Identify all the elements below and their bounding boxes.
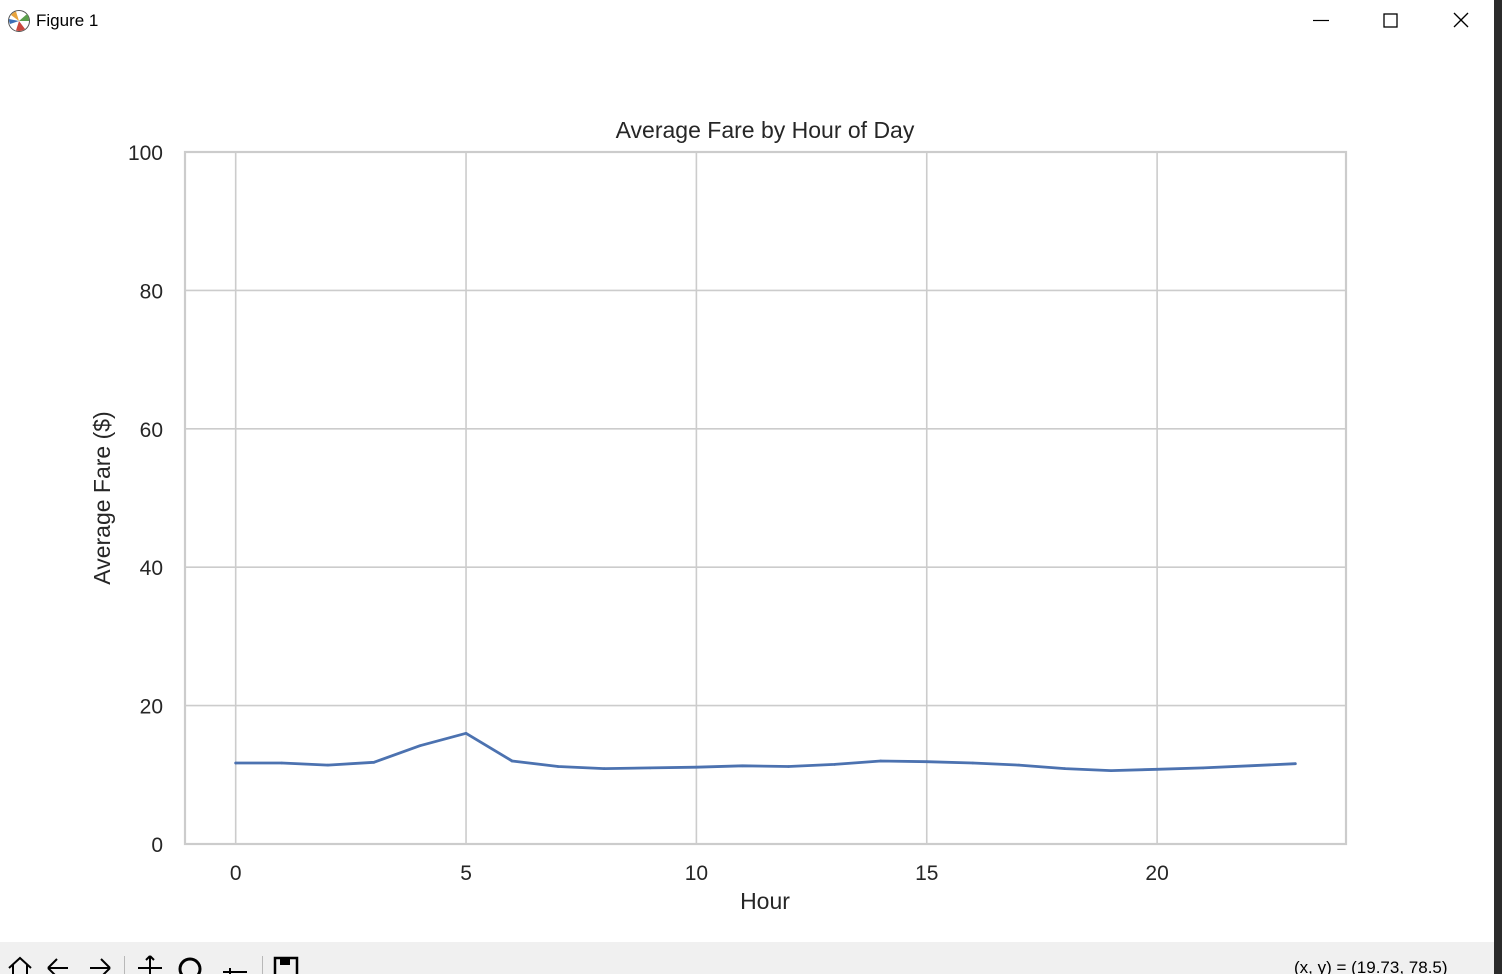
matplotlib-icon [7,9,31,33]
y-tick-label: 60 [140,419,163,442]
data-point [695,765,698,769]
y-tick-label: 40 [140,557,163,580]
close-icon [1453,12,1469,28]
data-point [971,761,975,765]
minimize-button[interactable] [1286,0,1356,42]
series-lines [234,731,1297,772]
x-tick-label: 15 [915,862,938,885]
data-point [464,731,468,735]
y-tick-label: 80 [140,280,163,303]
axes-spines [183,150,1348,846]
data-point [326,763,330,767]
toolbar-separator [124,956,125,974]
data-point [280,761,284,765]
figure-canvas[interactable]: 0 20 40 60 80 100 0 5 10 15 20 Average Fare by Hou… [0,42,1494,942]
back-button[interactable] [44,954,72,974]
window-title: Figure 1 [36,11,99,30]
series-line [234,731,1297,772]
navigation-toolbar: (x, y) = (19.73, 78.5) [0,942,1494,974]
x-tick-label: 20 [1145,862,1168,885]
home-icon [8,956,32,974]
subplots-icon [223,968,247,974]
y-axis-label: Average Fare ($) [89,411,115,584]
x-tick-label: 5 [460,862,472,885]
data-point [1109,769,1113,772]
data-point [833,763,836,766]
y-tick-label: 0 [151,834,163,857]
y-tick-label: 100 [128,142,163,165]
chart-title: Average Fare by Hour of Day [616,117,915,143]
data-point [741,764,744,768]
data-point [879,759,882,763]
close-button[interactable] [1425,0,1495,42]
data-point [556,765,560,768]
data-point [1155,767,1159,771]
maximize-button[interactable] [1355,0,1425,42]
forward-button[interactable] [86,954,114,974]
home-button[interactable] [6,954,34,974]
data-point [925,760,929,763]
data-point [234,761,237,765]
forward-arrow-icon [90,958,111,974]
cursor-coordinates: (x, y) = (19.73, 78.5) [1294,958,1448,974]
data-point [1201,766,1205,770]
data-point [649,766,652,770]
data-point [602,767,606,770]
maximize-icon [1383,13,1398,28]
x-tick-label: 0 [230,862,242,885]
tick-labels: 0 20 40 60 80 100 0 5 10 15 20 [128,142,1169,885]
axes-frame [183,150,1348,846]
data-point [372,761,376,764]
x-tick-label: 10 [685,862,708,885]
x-axis-label: Hour [740,888,790,914]
data-point [1247,764,1251,768]
data-point [1017,763,1021,767]
subplots-button[interactable] [220,954,248,974]
save-icon [273,956,299,974]
data-point [1294,762,1297,766]
adjacent-window-edge [1494,0,1502,974]
back-arrow-icon [47,958,68,974]
minimize-icon [1313,19,1329,22]
zoom-icon [178,957,202,974]
data-point [418,744,422,748]
line-chart: 0 20 40 60 80 100 0 5 10 15 20 Average Fare by Hou… [89,117,1348,914]
pan-icon [138,955,162,974]
data-point [787,765,790,768]
toolbar-separator [262,956,263,974]
data-point [510,759,514,763]
data-point [1063,767,1067,770]
grid-lines [185,151,1346,845]
zoom-button[interactable] [176,954,204,974]
save-button[interactable] [272,954,300,974]
pan-button[interactable] [136,954,164,974]
window-titlebar: Figure 1 [0,0,1494,42]
y-tick-label: 20 [140,696,163,719]
